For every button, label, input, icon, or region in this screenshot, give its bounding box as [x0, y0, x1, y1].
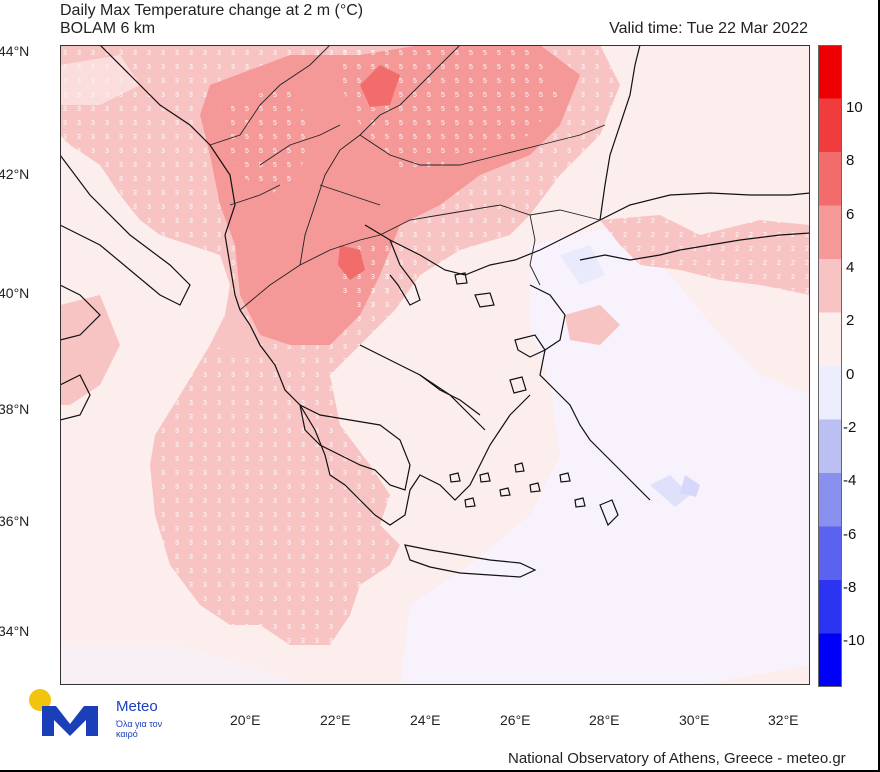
colorbar-label-8: 8	[846, 152, 855, 169]
temperature-map: 3 5 2	[60, 45, 810, 685]
colorbar-label-4: 4	[846, 259, 855, 276]
meteo-logo	[29, 689, 98, 736]
colorbar-segment	[818, 473, 842, 527]
colorbar-segment	[818, 45, 842, 99]
colorbar-segment	[818, 526, 842, 581]
colorbar-segment	[818, 580, 842, 634]
colorbar-label-2: 2	[846, 312, 855, 329]
colorbar-segment	[818, 366, 842, 420]
valid-time: Valid time: Tue 22 Mar 2022	[609, 20, 808, 37]
colorbar-segment	[818, 312, 842, 367]
colorbar-segment	[818, 152, 842, 206]
lat-tick-36: 36°N	[0, 513, 30, 529]
colorbar-label-neg4: -4	[843, 472, 857, 489]
lon-tick-22: 22°E	[320, 712, 351, 728]
brand-tagline: Όλα για τον καιρό	[116, 719, 163, 739]
colorbar-label-neg10: -10	[843, 632, 865, 649]
model-name: BOLAM 6 km	[60, 20, 156, 37]
lon-tick-32: 32°E	[768, 712, 799, 728]
colorbar-label-0: 0	[846, 366, 855, 383]
colorbar-label-neg6: -6	[843, 526, 857, 543]
m-letter-icon	[42, 706, 98, 736]
colorbar-segment	[818, 633, 842, 687]
lon-tick-24: 24°E	[410, 712, 441, 728]
lat-tick-40: 40°N	[0, 285, 30, 301]
colorbar-label-6: 6	[846, 206, 855, 223]
footer-credit: National Observatory of Athens, Greece -…	[508, 750, 846, 767]
field-6-8	[338, 245, 365, 280]
lat-tick-44: 44°N	[0, 43, 30, 59]
colorbar-segment	[818, 98, 842, 153]
colorbar-label-neg2: -2	[843, 419, 857, 436]
colorbar-segment	[818, 205, 842, 260]
lat-tick-38: 38°N	[0, 401, 30, 417]
coastlines	[60, 45, 810, 578]
colorbar-segment	[818, 259, 842, 313]
colorbar-label-neg8: -8	[843, 579, 857, 596]
lat-tick-42: 42°N	[0, 166, 30, 182]
brand-name: Meteo	[116, 698, 158, 715]
map-title: Daily Max Temperature change at 2 m (°C)	[60, 2, 364, 19]
country-borders	[209, 45, 606, 311]
sun-icon	[29, 689, 51, 711]
lon-tick-30: 30°E	[679, 712, 710, 728]
map-border	[60, 45, 810, 685]
lat-tick-34: 34°N	[0, 623, 30, 639]
colorbar-border	[818, 45, 842, 687]
lon-tick-26: 26°E	[500, 712, 531, 728]
colorbar-label-10: 10	[846, 99, 863, 116]
lon-tick-28: 28°E	[589, 712, 620, 728]
colorbar	[818, 45, 842, 687]
lon-tick-20: 20°E	[230, 712, 261, 728]
colorbar-segment	[818, 419, 842, 474]
